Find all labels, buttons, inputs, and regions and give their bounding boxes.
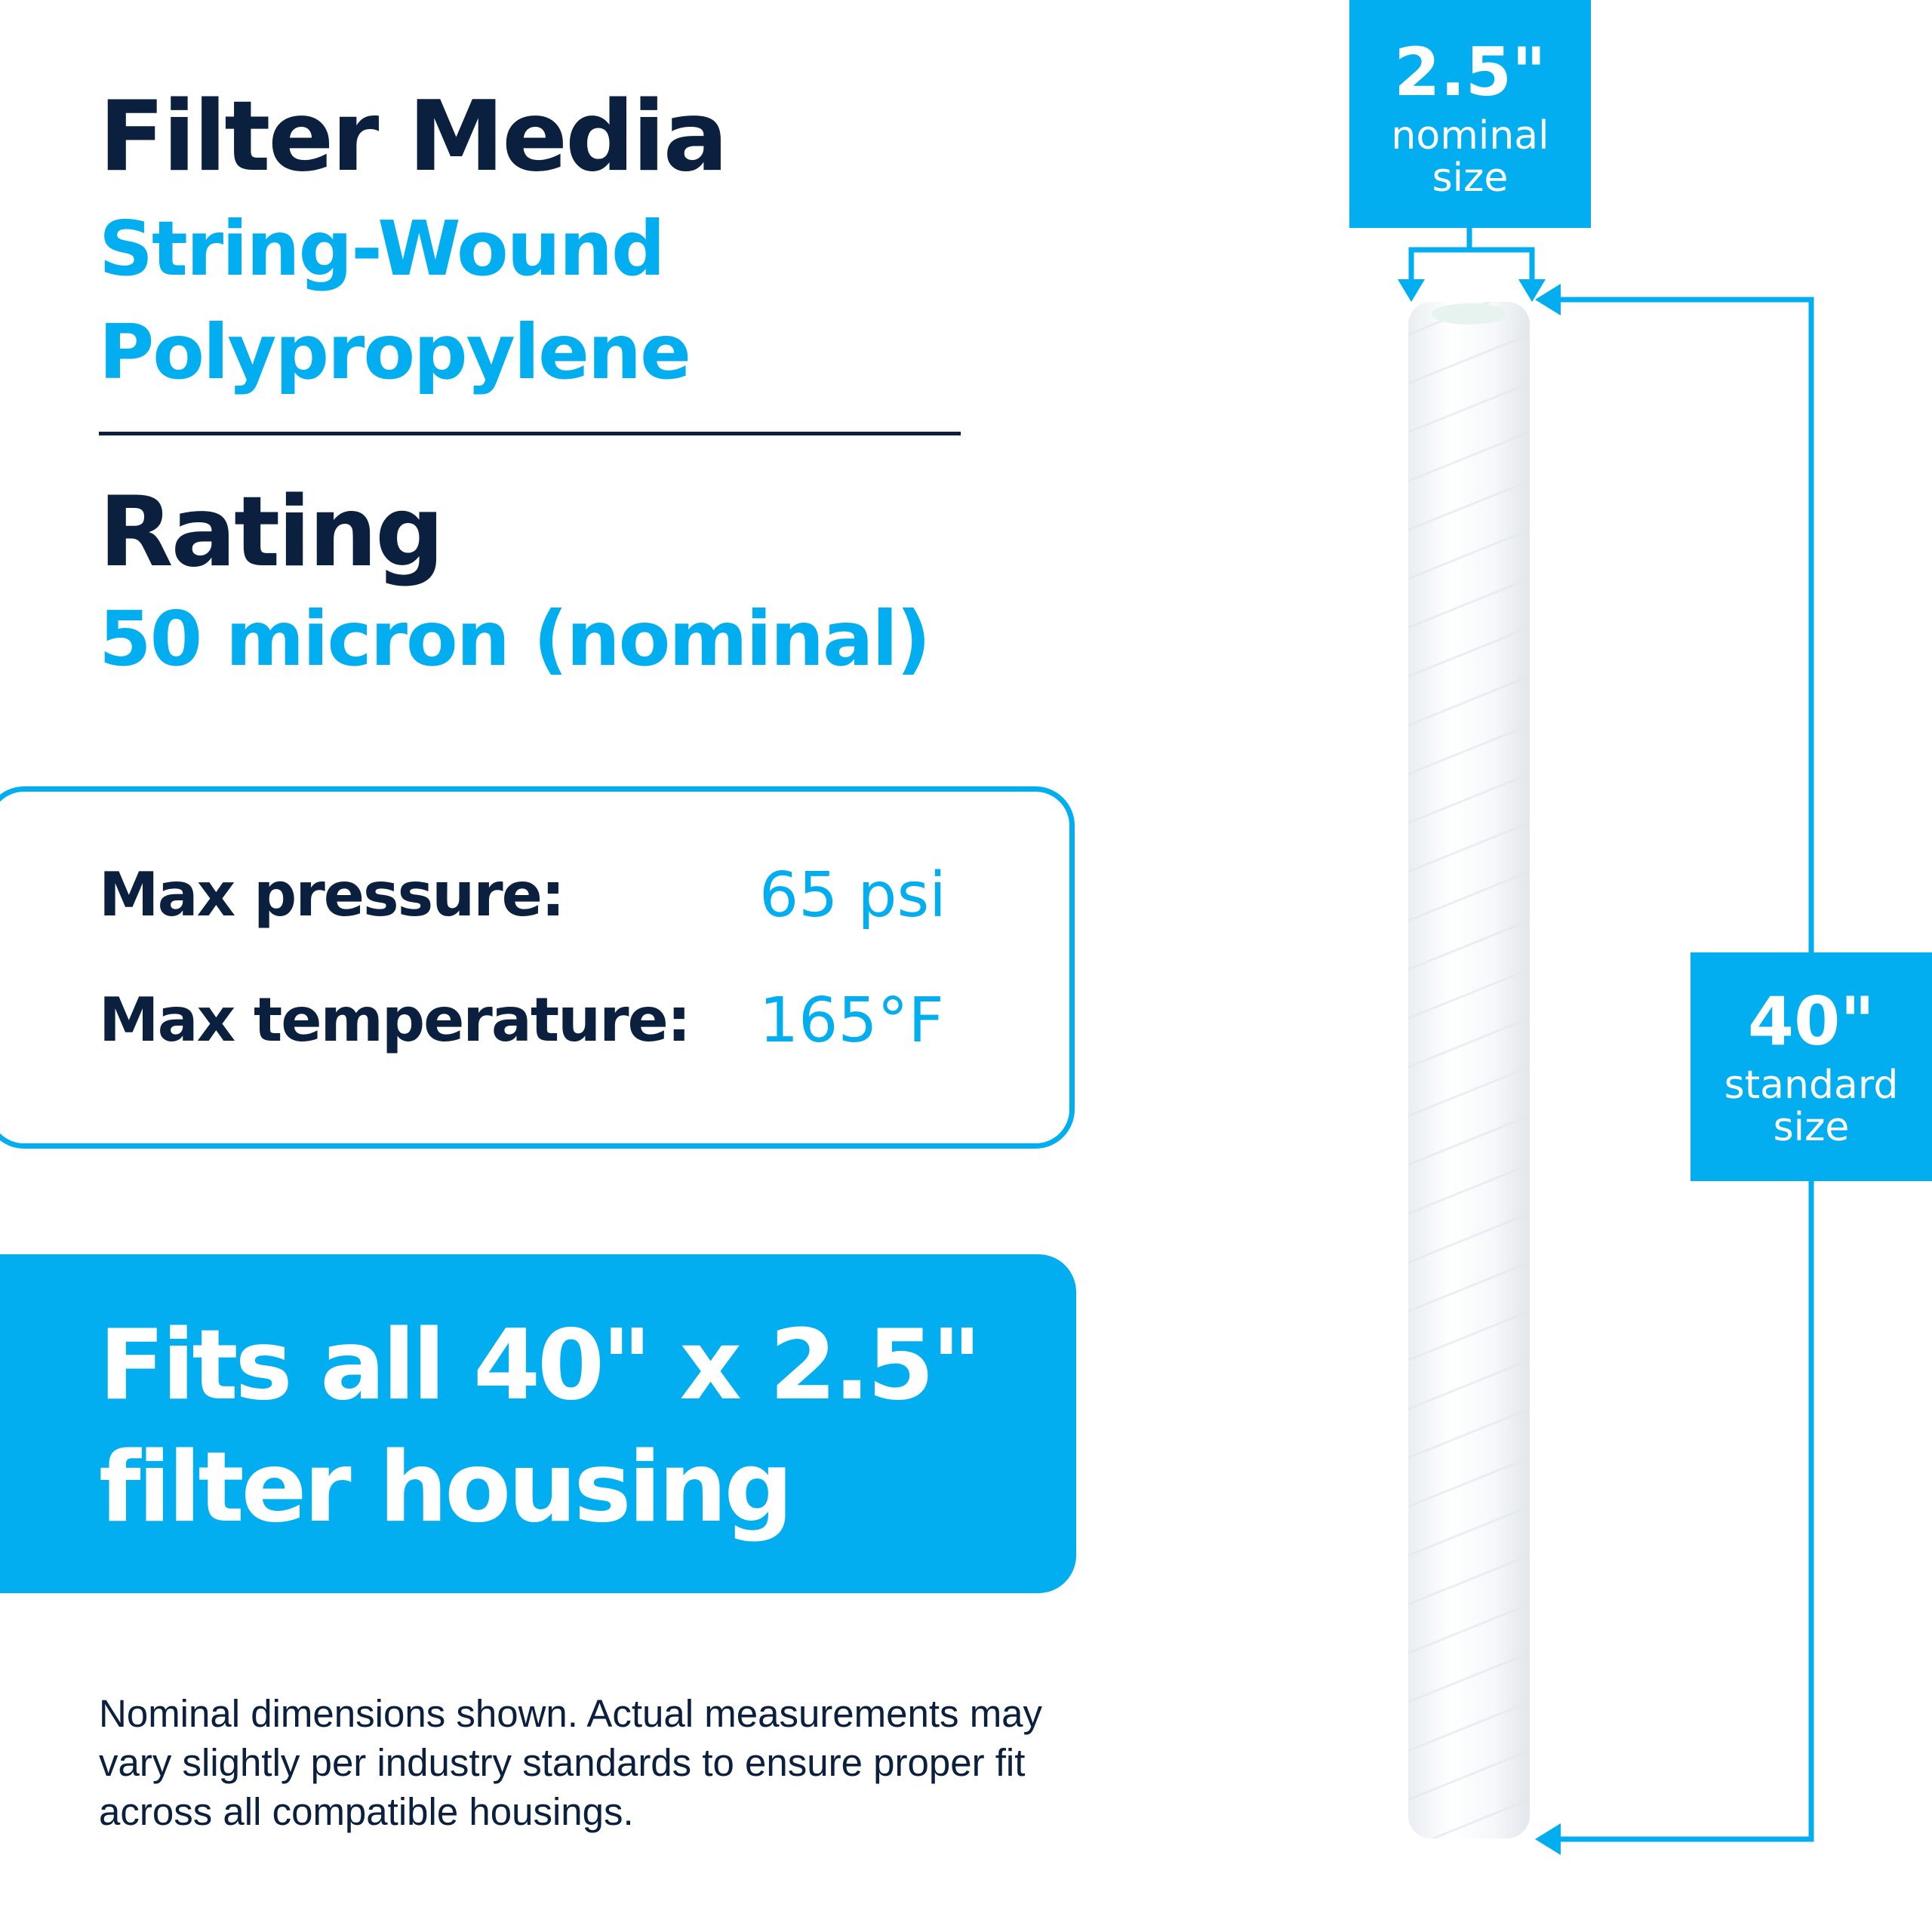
max-pressure-value: 65 psi — [759, 860, 946, 931]
fit-line2: filter housing — [99, 1432, 793, 1544]
diameter-caption-1: nominal — [1391, 113, 1549, 158]
max-temperature-label: Max temperature: — [99, 985, 691, 1055]
rating-value: 50 micron (nominal) — [99, 595, 931, 683]
divider — [99, 432, 961, 435]
specs-panel — [0, 786, 1075, 1149]
diameter-value: 2.5" — [1394, 33, 1546, 111]
diameter-arrows — [1408, 226, 1535, 283]
max-pressure-label: Max pressure: — [99, 860, 565, 930]
arrow-down-left-icon — [1398, 279, 1425, 302]
arrow-down-right-icon — [1518, 279, 1546, 302]
diameter-label-box: 2.5" nominal size — [1349, 0, 1591, 228]
media-type-line1: String-Wound — [99, 205, 666, 293]
arrow-left-bottom-icon — [1535, 1823, 1561, 1855]
length-caption-1: standard — [1724, 1063, 1899, 1108]
fit-banner — [0, 1254, 1076, 1593]
fit-line1: Fits all 40" x 2.5" — [99, 1309, 982, 1422]
arrow-left-top-icon — [1535, 284, 1561, 315]
max-temperature-value: 165°F — [759, 985, 944, 1057]
rating-heading: Rating — [99, 476, 445, 589]
diameter-caption-2: size — [1432, 155, 1509, 201]
filter-cartridge-image — [1408, 302, 1530, 1838]
length-caption-2: size — [1773, 1105, 1850, 1150]
filter-media-heading: Filter Media — [99, 81, 728, 193]
dimensions-note: Nominal dimensions shown. Actual measure… — [99, 1692, 1043, 1833]
media-type-line2: Polypropylene — [99, 308, 691, 396]
length-value: 40" — [1747, 983, 1875, 1060]
length-label-box: 40" standard size — [1690, 952, 1932, 1181]
